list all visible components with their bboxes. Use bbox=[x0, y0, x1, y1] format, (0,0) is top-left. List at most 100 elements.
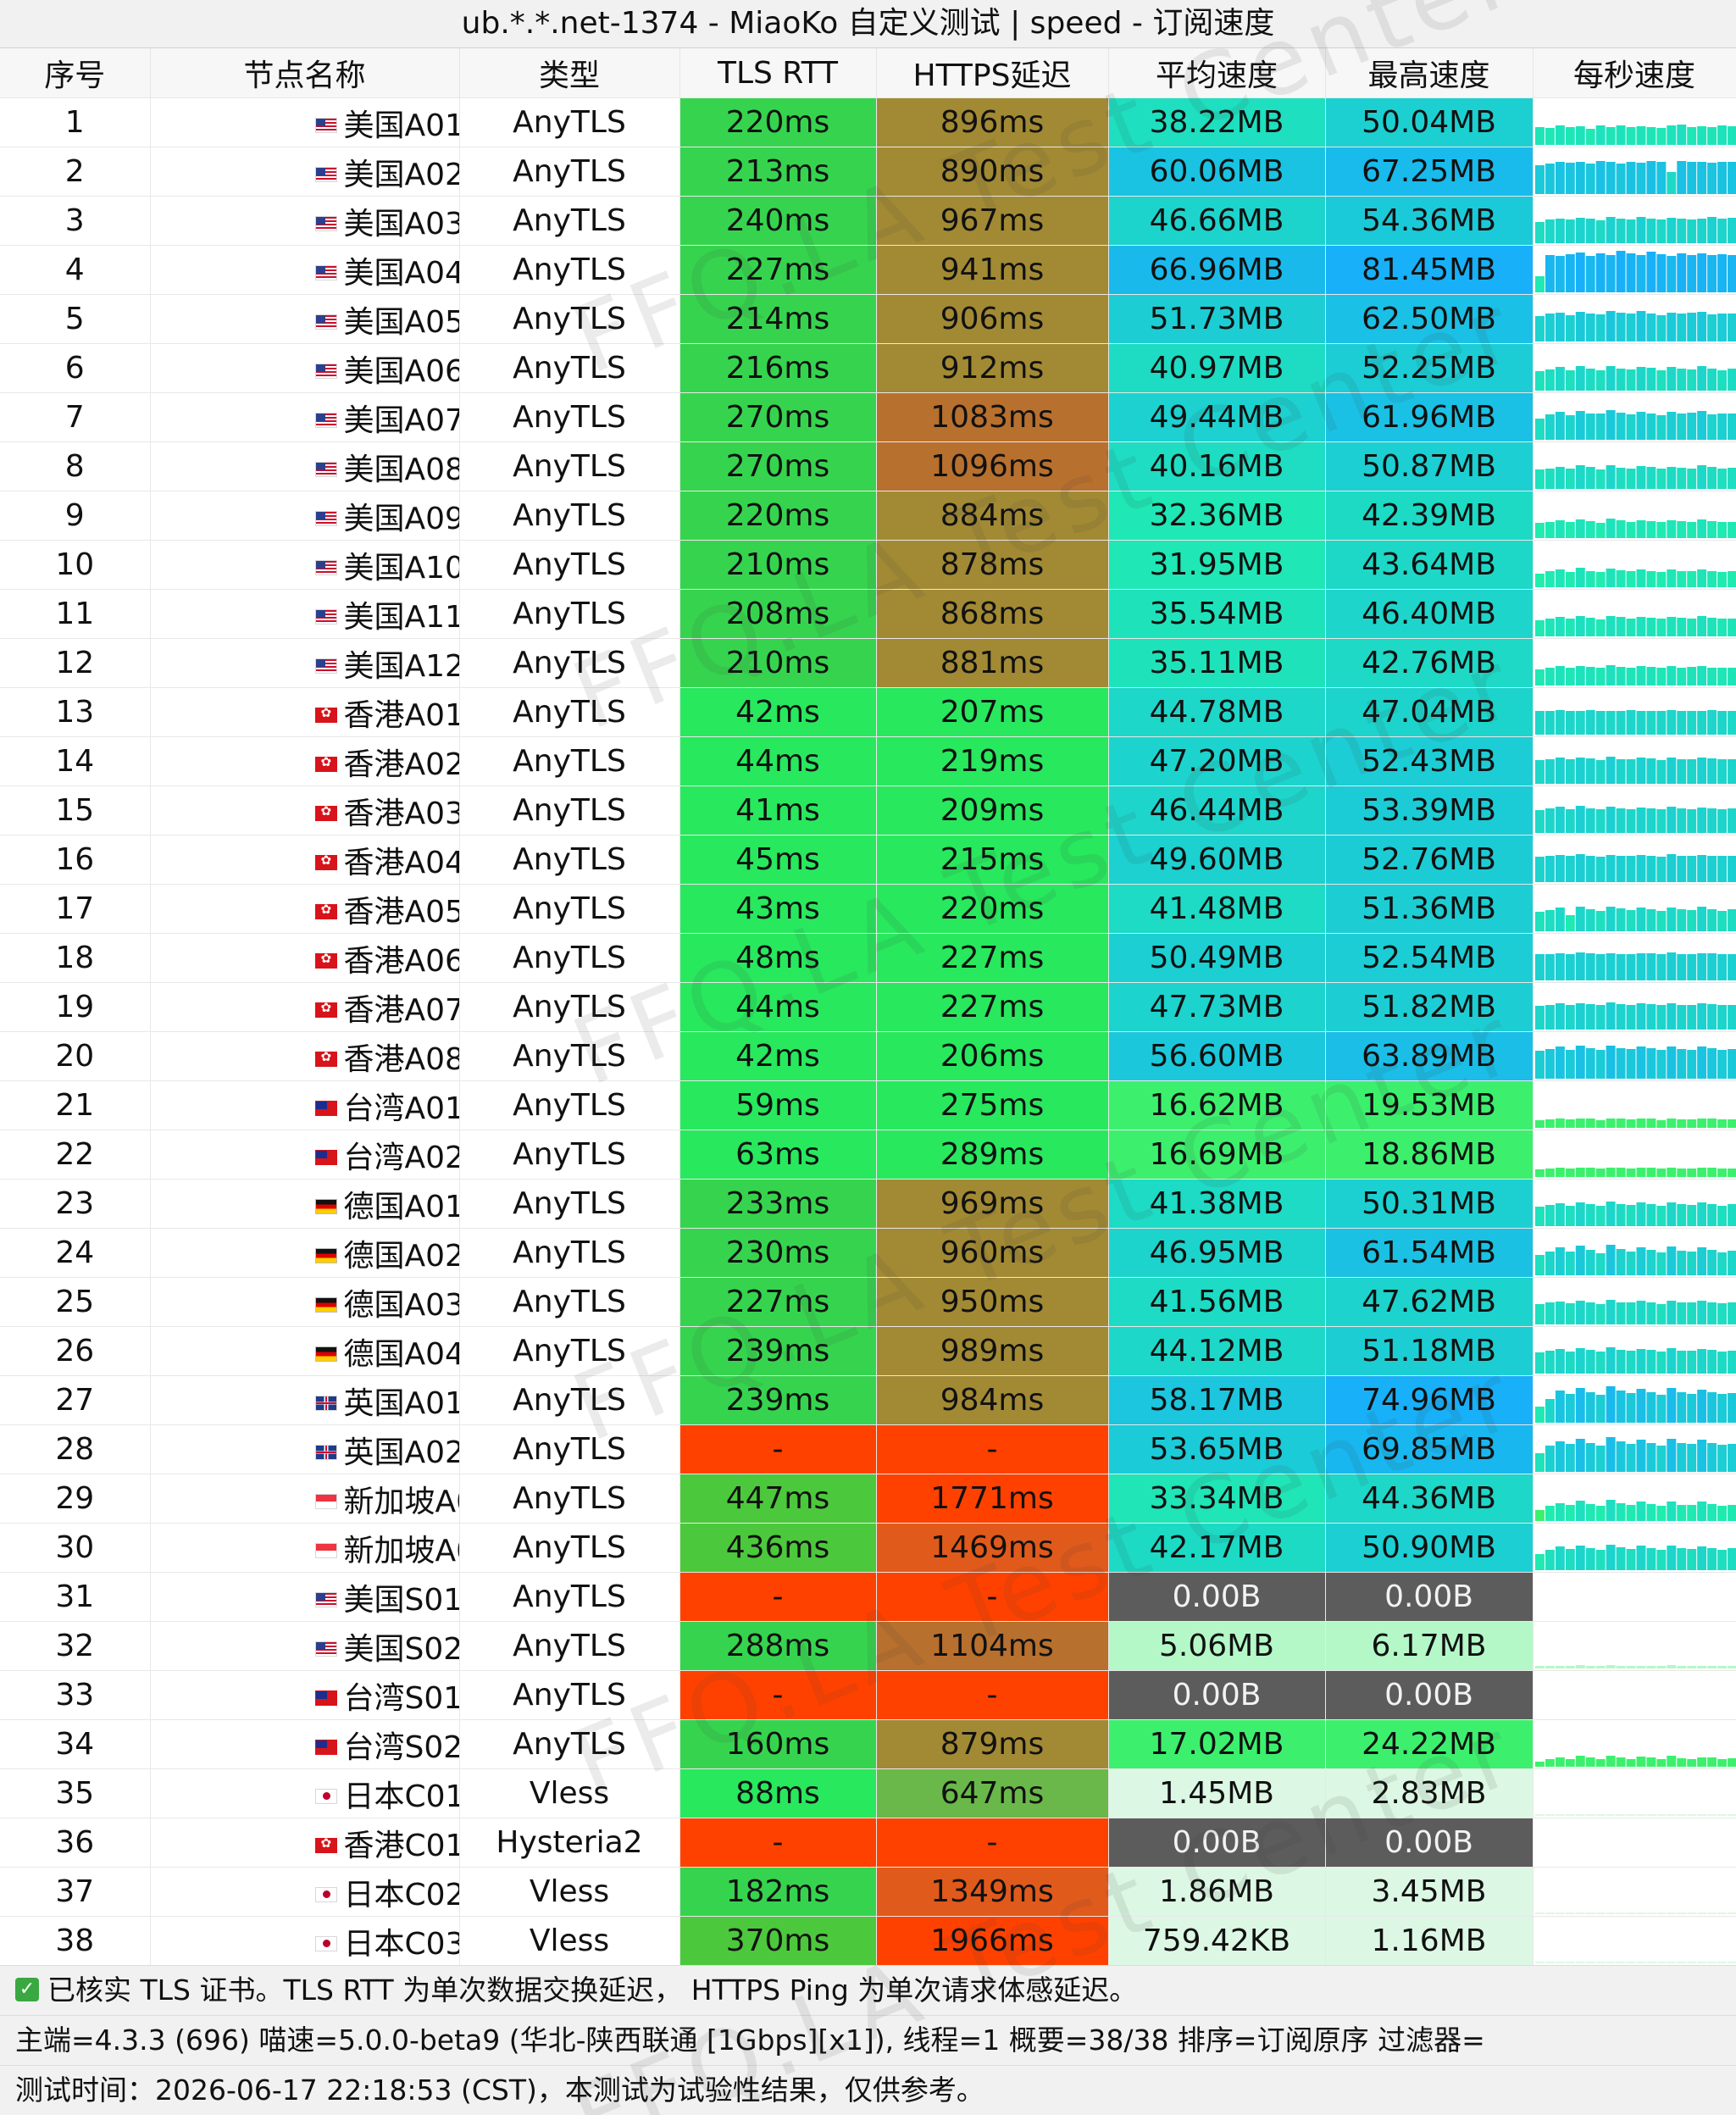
sparkline-bar bbox=[1626, 1444, 1635, 1472]
sparkline-bar bbox=[1656, 1759, 1666, 1767]
header-https-latency[interactable]: HTTPS延迟 bbox=[876, 48, 1109, 98]
sparkline-bar bbox=[1686, 809, 1696, 833]
max-speed: 54.36MB bbox=[1325, 196, 1534, 246]
sparkline-bar bbox=[1595, 572, 1606, 587]
sparkline-bar bbox=[1545, 1119, 1555, 1128]
sparkline-bar bbox=[1606, 807, 1616, 833]
table-row[interactable]: 32 美国S02 家宽3xAnyTLS288ms1104ms5.06MB6.17M… bbox=[0, 1621, 1736, 1671]
header-index[interactable]: 序号 bbox=[0, 48, 151, 98]
node-name: 香港A07 2x bbox=[151, 985, 458, 1030]
sparkline-bar bbox=[1545, 1351, 1555, 1374]
header-avg-speed[interactable]: 平均速度 bbox=[1108, 48, 1326, 98]
sparkline-bar bbox=[1727, 1758, 1735, 1767]
header-tls-rtt[interactable]: TLS RTT bbox=[679, 48, 877, 98]
row-index: 3 bbox=[0, 196, 151, 246]
table-row[interactable]: 38 日本C03 0.2xVless370ms1966ms759.42KB1.16… bbox=[0, 1916, 1736, 1965]
sparkline-bar bbox=[1686, 1814, 1696, 1816]
sparkline-bar bbox=[1555, 855, 1565, 882]
node-name-text: 香港A04 2x bbox=[343, 845, 459, 880]
sparkline-bar bbox=[1555, 412, 1565, 440]
node-name: 美国A04 2x bbox=[151, 248, 458, 292]
sparkline-bar bbox=[1635, 1202, 1645, 1226]
sparkline-bar bbox=[1575, 806, 1585, 833]
header-per-second-speed[interactable]: 每秒速度 bbox=[1533, 48, 1736, 98]
sparkline-bar bbox=[1585, 414, 1595, 440]
node-name: 美国A08 2x bbox=[151, 445, 458, 489]
table-row[interactable]: 29 新加坡A01 2xAnyTLS447ms1771ms33.34MB44.36… bbox=[0, 1474, 1736, 1524]
header-type[interactable]: 类型 bbox=[459, 48, 680, 98]
max-speed: 46.40MB bbox=[1325, 589, 1534, 639]
sparkline-bar bbox=[1606, 1002, 1616, 1030]
sparkline-bar bbox=[1656, 1352, 1666, 1374]
sparkline-bar bbox=[1645, 127, 1656, 145]
sparkline-bar bbox=[1696, 1962, 1706, 1963]
sparkline-bar bbox=[1706, 953, 1717, 980]
node-type: AnyTLS bbox=[459, 245, 680, 295]
sparkline-bar bbox=[1565, 915, 1575, 931]
sparkline-bar bbox=[1706, 314, 1717, 341]
tls-rtt: 210ms bbox=[679, 638, 877, 688]
sparkline-bar bbox=[1616, 1547, 1626, 1570]
sparkline-bar bbox=[1645, 1962, 1656, 1963]
node-name: 美国A07 2x bbox=[151, 396, 458, 440]
sparkline-bar bbox=[1686, 469, 1696, 489]
sparkline-bar bbox=[1545, 759, 1555, 784]
sparkline-bar bbox=[1645, 667, 1656, 686]
sparkline-bar bbox=[1595, 253, 1606, 292]
speed-sparkline-cell bbox=[1533, 294, 1736, 344]
node-type: AnyTLS bbox=[459, 835, 680, 885]
sparkline-bar bbox=[1686, 162, 1696, 194]
sparkline-bar bbox=[1575, 1912, 1585, 1914]
sparkline-bar bbox=[1545, 808, 1555, 833]
flag-de-icon bbox=[314, 1247, 337, 1263]
speed-sparkline-cell bbox=[1533, 1179, 1736, 1229]
table-row[interactable]: 34 台湾S02 家宽3xAnyTLS160ms879ms17.02MB24.22… bbox=[0, 1719, 1736, 1769]
sparkline-bar bbox=[1626, 571, 1635, 587]
header-max-speed[interactable]: 最高速度 bbox=[1325, 48, 1534, 98]
checkbox-checked-icon: ✓ bbox=[15, 1977, 39, 2001]
sparkline-bar bbox=[1656, 1252, 1666, 1275]
sparkline-bar bbox=[1727, 522, 1735, 538]
node-type: AnyTLS bbox=[459, 1080, 680, 1130]
sparkline-bar bbox=[1727, 1049, 1735, 1079]
node-name-text: 香港A08 2x bbox=[343, 1041, 459, 1077]
sparkline-bar bbox=[1565, 522, 1575, 538]
table-row[interactable]: 30 新加坡A02 2xAnyTLS436ms1469ms42.17MB50.90… bbox=[0, 1523, 1736, 1573]
header-node-name[interactable]: 节点名称 bbox=[150, 48, 460, 98]
sparkline-bar bbox=[1656, 469, 1666, 489]
https-latency: 984ms bbox=[876, 1375, 1109, 1425]
